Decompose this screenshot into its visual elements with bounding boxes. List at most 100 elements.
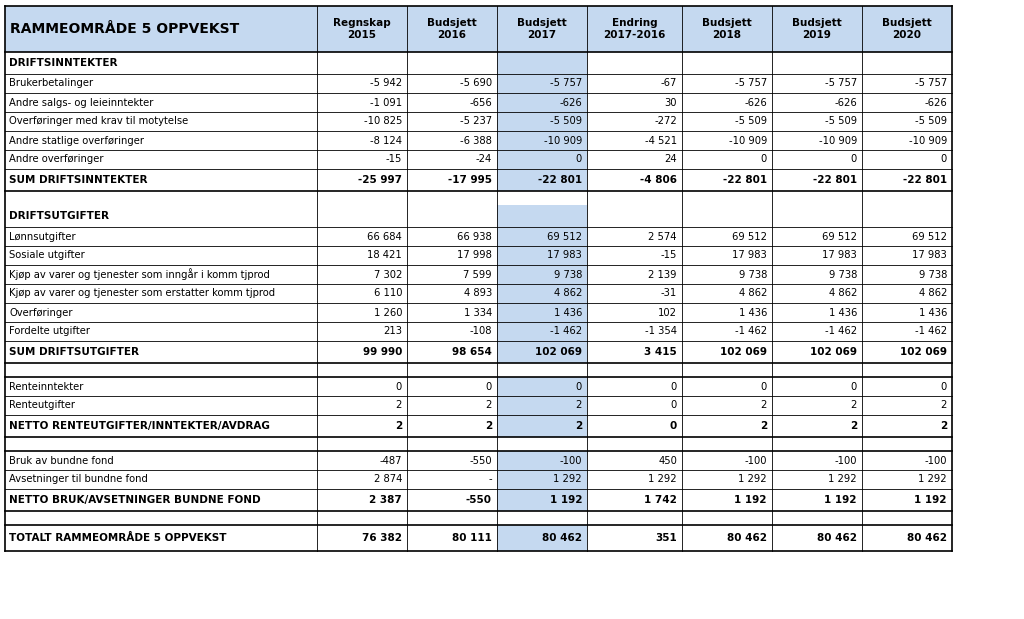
Bar — [497, 131, 587, 150]
Text: 102: 102 — [658, 308, 677, 318]
Text: Kjøp av varer og tjenester som erstatter komm tjprod: Kjøp av varer og tjenester som erstatter… — [9, 288, 275, 298]
Text: -626: -626 — [835, 98, 857, 108]
Bar — [317, 112, 407, 131]
Text: -22 801: -22 801 — [538, 175, 582, 185]
Text: -5 757: -5 757 — [735, 79, 767, 89]
Text: 2: 2 — [760, 421, 767, 431]
Bar — [407, 93, 497, 112]
Text: -626: -626 — [925, 98, 947, 108]
Bar — [587, 112, 682, 131]
Bar — [317, 396, 407, 415]
Bar — [497, 265, 587, 284]
Text: Sosiale utgifter: Sosiale utgifter — [9, 251, 85, 261]
Text: -5 509: -5 509 — [550, 116, 582, 126]
Bar — [317, 341, 407, 363]
Text: -550: -550 — [469, 456, 492, 465]
Text: 69 512: 69 512 — [912, 232, 947, 241]
Text: -626: -626 — [559, 98, 582, 108]
Bar — [497, 322, 587, 341]
Text: 213: 213 — [383, 326, 402, 337]
Text: Kjøp av varer og tjenester som inngår i komm tjprod: Kjøp av varer og tjenester som inngår i … — [9, 269, 270, 280]
Bar — [772, 93, 862, 112]
Bar — [5, 470, 317, 489]
Bar — [587, 525, 682, 551]
Bar — [772, 265, 862, 284]
Bar — [682, 191, 772, 205]
Bar — [317, 191, 407, 205]
Bar — [682, 341, 772, 363]
Text: 80 462: 80 462 — [907, 533, 947, 543]
Bar — [407, 396, 497, 415]
Bar — [682, 112, 772, 131]
Bar — [682, 205, 772, 227]
Text: 9 738: 9 738 — [919, 269, 947, 280]
Bar — [407, 511, 497, 525]
Text: 1 292: 1 292 — [919, 475, 947, 485]
Bar — [497, 303, 587, 322]
Bar — [407, 451, 497, 470]
Bar — [682, 150, 772, 169]
Bar — [862, 341, 952, 363]
Bar — [587, 227, 682, 246]
Bar — [862, 284, 952, 303]
Bar — [5, 150, 317, 169]
Bar — [587, 377, 682, 396]
Bar — [862, 489, 952, 511]
Bar — [497, 377, 587, 396]
Bar — [862, 525, 952, 551]
Bar — [587, 489, 682, 511]
Bar — [5, 112, 317, 131]
Bar — [5, 377, 317, 396]
Bar — [862, 415, 952, 437]
Bar — [5, 396, 317, 415]
Bar — [772, 150, 862, 169]
Bar — [587, 265, 682, 284]
Text: -1 462: -1 462 — [825, 326, 857, 337]
Bar — [587, 341, 682, 363]
Bar — [317, 303, 407, 322]
Text: 102 069: 102 069 — [900, 347, 947, 357]
Bar — [317, 377, 407, 396]
Bar — [862, 74, 952, 93]
Bar — [682, 437, 772, 451]
Text: Regnskap
2015: Regnskap 2015 — [333, 18, 391, 40]
Text: 1 292: 1 292 — [828, 475, 857, 485]
Text: 2: 2 — [574, 421, 582, 431]
Text: 1 292: 1 292 — [648, 475, 677, 485]
Bar — [5, 265, 317, 284]
Bar — [317, 511, 407, 525]
Text: 6 110: 6 110 — [374, 288, 402, 298]
Text: Overføringer med krav til motytelse: Overføringer med krav til motytelse — [9, 116, 188, 126]
Text: 17 998: 17 998 — [457, 251, 492, 261]
Bar — [682, 52, 772, 74]
Bar — [5, 131, 317, 150]
Bar — [407, 377, 497, 396]
Text: 24: 24 — [665, 155, 677, 165]
Text: DRIFTSUTGIFTER: DRIFTSUTGIFTER — [9, 211, 109, 221]
Bar — [5, 93, 317, 112]
Text: 1 436: 1 436 — [828, 308, 857, 318]
Text: 76 382: 76 382 — [362, 533, 402, 543]
Bar — [5, 489, 317, 511]
Bar — [497, 191, 587, 205]
Bar — [682, 169, 772, 191]
Bar — [682, 265, 772, 284]
Bar — [772, 52, 862, 74]
Text: 102 069: 102 069 — [720, 347, 767, 357]
Text: Endring
2017-2016: Endring 2017-2016 — [603, 18, 666, 40]
Text: -656: -656 — [469, 98, 492, 108]
Bar — [407, 284, 497, 303]
Text: 2: 2 — [485, 400, 492, 410]
Text: 1 192: 1 192 — [914, 495, 947, 505]
Bar — [497, 93, 587, 112]
Text: Andre salgs- og leieinntekter: Andre salgs- og leieinntekter — [9, 98, 154, 108]
Text: -5 509: -5 509 — [735, 116, 767, 126]
Text: 2: 2 — [941, 400, 947, 410]
Text: 0: 0 — [761, 381, 767, 391]
Bar — [5, 191, 317, 205]
Bar — [5, 437, 317, 451]
Bar — [317, 205, 407, 227]
Text: 351: 351 — [655, 533, 677, 543]
Bar — [862, 396, 952, 415]
Text: -100: -100 — [925, 456, 947, 465]
